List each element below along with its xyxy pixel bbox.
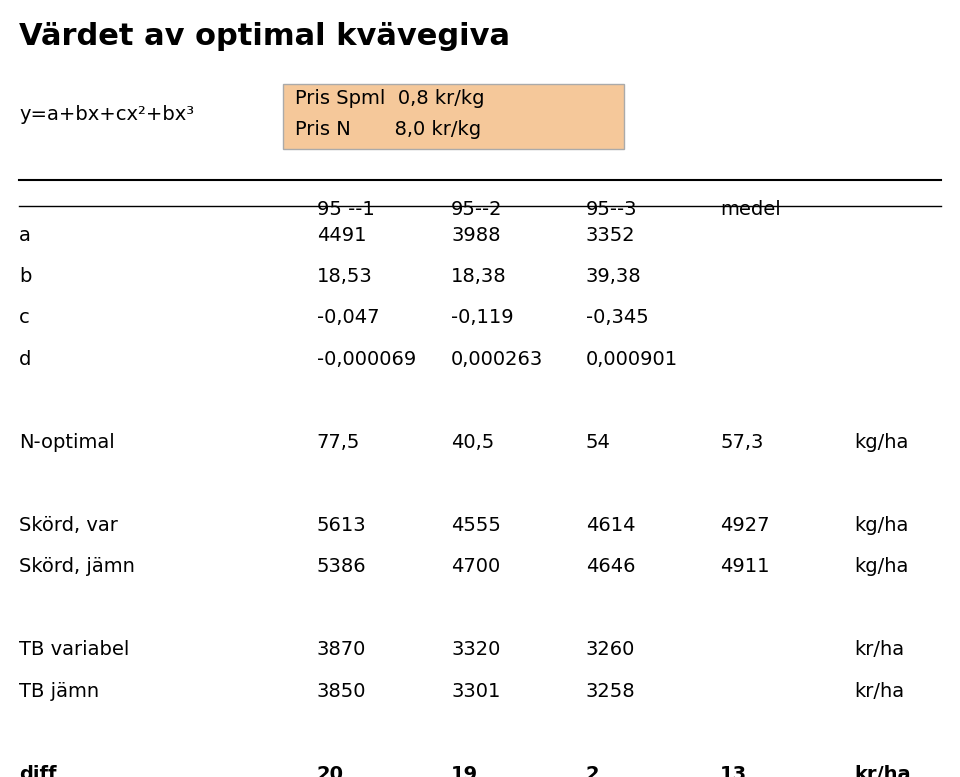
Text: 5613: 5613 — [317, 516, 367, 535]
Text: -0,119: -0,119 — [451, 308, 514, 327]
Text: 4927: 4927 — [720, 516, 770, 535]
Bar — [283, 84, 624, 149]
Text: 2: 2 — [586, 765, 599, 777]
Text: kg/ha: kg/ha — [854, 557, 909, 577]
Text: 18,53: 18,53 — [317, 267, 372, 286]
Text: 3301: 3301 — [451, 681, 500, 701]
Text: -0,000069: -0,000069 — [317, 350, 416, 369]
Text: 57,3: 57,3 — [720, 433, 763, 452]
Text: Värdet av optimal kvävegiva: Värdet av optimal kvävegiva — [19, 22, 510, 51]
Text: 3850: 3850 — [317, 681, 367, 701]
Text: 4555: 4555 — [451, 516, 501, 535]
Text: medel: medel — [720, 200, 780, 219]
Text: TB variabel: TB variabel — [19, 640, 130, 659]
Text: 18,38: 18,38 — [451, 267, 507, 286]
Text: -0,047: -0,047 — [317, 308, 379, 327]
Text: 5386: 5386 — [317, 557, 367, 577]
Text: b: b — [19, 267, 32, 286]
Text: 3260: 3260 — [586, 640, 635, 659]
Text: Skörd, jämn: Skörd, jämn — [19, 557, 135, 577]
Text: Pris Spml  0,8 kr/kg: Pris Spml 0,8 kr/kg — [295, 89, 484, 109]
Text: kr/ha: kr/ha — [854, 640, 904, 659]
Text: 3870: 3870 — [317, 640, 366, 659]
Text: c: c — [19, 308, 30, 327]
Text: 40,5: 40,5 — [451, 433, 494, 452]
Text: 95 --1: 95 --1 — [317, 200, 374, 219]
Text: 3988: 3988 — [451, 225, 501, 245]
Text: 77,5: 77,5 — [317, 433, 360, 452]
Text: 20: 20 — [317, 765, 344, 777]
Text: kr/ha: kr/ha — [854, 681, 904, 701]
Text: 39,38: 39,38 — [586, 267, 641, 286]
Text: 0,000263: 0,000263 — [451, 350, 543, 369]
Text: 0,000901: 0,000901 — [586, 350, 678, 369]
Text: TB jämn: TB jämn — [19, 681, 99, 701]
Text: 3320: 3320 — [451, 640, 500, 659]
Text: 3258: 3258 — [586, 681, 636, 701]
Text: 95--2: 95--2 — [451, 200, 503, 219]
Text: d: d — [19, 350, 32, 369]
Text: kg/ha: kg/ha — [854, 516, 909, 535]
Text: 4911: 4911 — [720, 557, 770, 577]
Text: 19: 19 — [451, 765, 478, 777]
Text: a: a — [19, 225, 31, 245]
Text: Pris N       8,0 kr/kg: Pris N 8,0 kr/kg — [295, 120, 481, 139]
Text: diff: diff — [19, 765, 57, 777]
Text: Skörd, var: Skörd, var — [19, 516, 118, 535]
Text: N-optimal: N-optimal — [19, 433, 115, 452]
Text: kg/ha: kg/ha — [854, 433, 909, 452]
Text: y=a+bx+cx²+bx³: y=a+bx+cx²+bx³ — [19, 106, 194, 124]
Text: kr/ha: kr/ha — [854, 765, 911, 777]
Text: 54: 54 — [586, 433, 611, 452]
Text: 13: 13 — [720, 765, 747, 777]
Text: 4700: 4700 — [451, 557, 500, 577]
Text: 95--3: 95--3 — [586, 200, 637, 219]
Text: -0,345: -0,345 — [586, 308, 648, 327]
Text: 4646: 4646 — [586, 557, 636, 577]
Text: 3352: 3352 — [586, 225, 636, 245]
Text: 4614: 4614 — [586, 516, 636, 535]
Text: 4491: 4491 — [317, 225, 367, 245]
